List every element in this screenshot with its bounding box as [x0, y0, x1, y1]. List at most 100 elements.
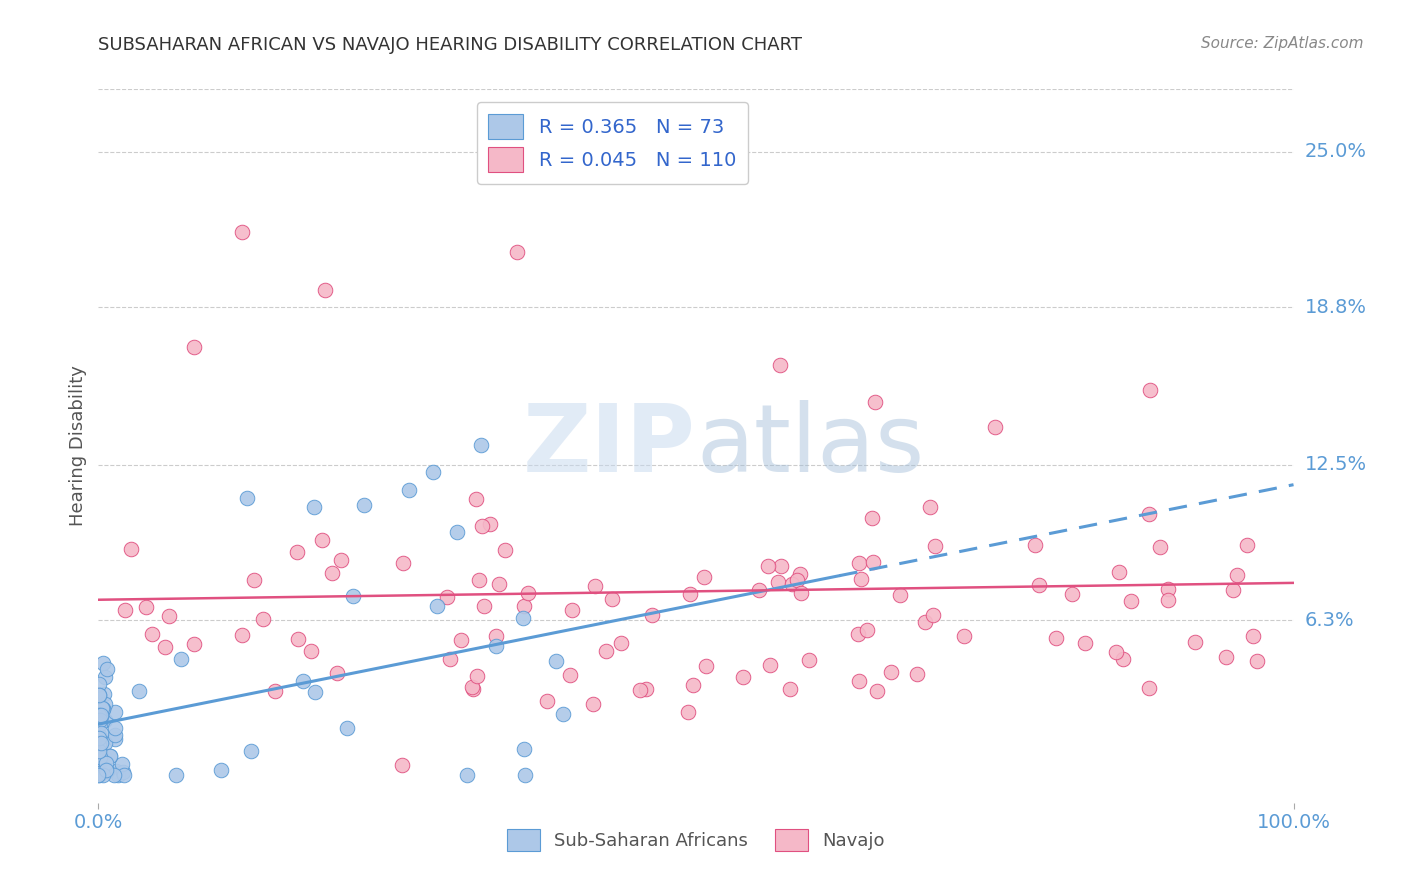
- Point: [91, 768, 114, 782]
- Point: [768, 358, 790, 372]
- Point: [111, 756, 134, 771]
- Point: [94, 670, 117, 684]
- Point: [485, 629, 508, 643]
- Point: [602, 592, 624, 607]
- Point: [90, 753, 112, 767]
- Point: [93, 749, 115, 764]
- Point: [89, 750, 111, 764]
- Point: [561, 603, 583, 617]
- Point: [1111, 652, 1133, 666]
- Point: [87, 738, 110, 752]
- Point: [693, 569, 716, 583]
- Point: [89, 747, 111, 762]
- Point: [209, 763, 232, 777]
- Point: [87, 688, 110, 702]
- Point: [1236, 538, 1258, 552]
- Point: [789, 567, 811, 582]
- Point: [114, 602, 136, 616]
- Point: [450, 633, 472, 648]
- Point: [553, 707, 575, 722]
- Point: [103, 768, 125, 782]
- Point: [630, 683, 652, 698]
- Point: [94, 736, 117, 750]
- Point: [398, 483, 420, 497]
- Point: [952, 629, 974, 643]
- Point: [641, 607, 664, 622]
- Point: [1246, 654, 1268, 668]
- Point: [392, 556, 415, 570]
- Point: [94, 756, 117, 771]
- Point: [461, 680, 484, 694]
- Point: [879, 665, 901, 680]
- Point: [90, 708, 112, 723]
- Point: [1119, 594, 1142, 608]
- Point: [104, 721, 127, 735]
- Point: [94, 763, 117, 777]
- Point: [90, 736, 112, 750]
- Point: [165, 768, 187, 782]
- Point: [89, 688, 111, 702]
- Point: [94, 697, 117, 711]
- Point: [583, 579, 606, 593]
- Point: [695, 658, 717, 673]
- Point: [513, 742, 536, 756]
- Point: [240, 744, 263, 758]
- Point: [676, 706, 699, 720]
- Point: [541, 150, 564, 164]
- Point: [544, 654, 567, 668]
- Text: ZIP: ZIP: [523, 400, 696, 492]
- Point: [918, 500, 941, 514]
- Point: [799, 653, 821, 667]
- Point: [353, 498, 375, 512]
- Point: [299, 643, 322, 657]
- Point: [243, 573, 266, 587]
- Point: [512, 611, 534, 625]
- Point: [89, 731, 111, 746]
- Point: [790, 586, 813, 600]
- Point: [91, 702, 114, 716]
- Point: [135, 599, 157, 614]
- Point: [98, 748, 121, 763]
- Point: [183, 340, 205, 354]
- Text: Source: ZipAtlas.com: Source: ZipAtlas.com: [1201, 36, 1364, 51]
- Point: [236, 491, 259, 505]
- Point: [104, 728, 127, 742]
- Point: [461, 681, 484, 696]
- Point: [485, 640, 508, 654]
- Point: [170, 652, 193, 666]
- Point: [1137, 681, 1160, 695]
- Point: [89, 713, 111, 727]
- Point: [748, 582, 770, 597]
- Point: [848, 674, 870, 689]
- Point: [436, 590, 458, 604]
- Point: [846, 627, 869, 641]
- Point: [104, 705, 127, 719]
- Point: [1105, 645, 1128, 659]
- Point: [860, 511, 883, 525]
- Point: [87, 728, 110, 742]
- Point: [582, 697, 605, 711]
- Point: [756, 559, 779, 574]
- Point: [467, 573, 489, 587]
- Point: [679, 587, 702, 601]
- Point: [183, 637, 205, 651]
- Point: [90, 751, 112, 765]
- Point: [595, 644, 617, 658]
- Point: [780, 577, 803, 591]
- Point: [758, 657, 780, 672]
- Point: [848, 556, 870, 570]
- Point: [90, 725, 112, 739]
- Point: [157, 609, 180, 624]
- Point: [1157, 582, 1180, 597]
- Point: [96, 662, 118, 676]
- Point: [1137, 508, 1160, 522]
- Point: [465, 491, 488, 506]
- Point: [91, 656, 114, 670]
- Text: atlas: atlas: [696, 400, 924, 492]
- Point: [302, 500, 325, 515]
- Point: [862, 555, 884, 569]
- Point: [905, 667, 928, 681]
- Point: [93, 713, 115, 727]
- Point: [472, 599, 495, 614]
- Point: [321, 566, 343, 581]
